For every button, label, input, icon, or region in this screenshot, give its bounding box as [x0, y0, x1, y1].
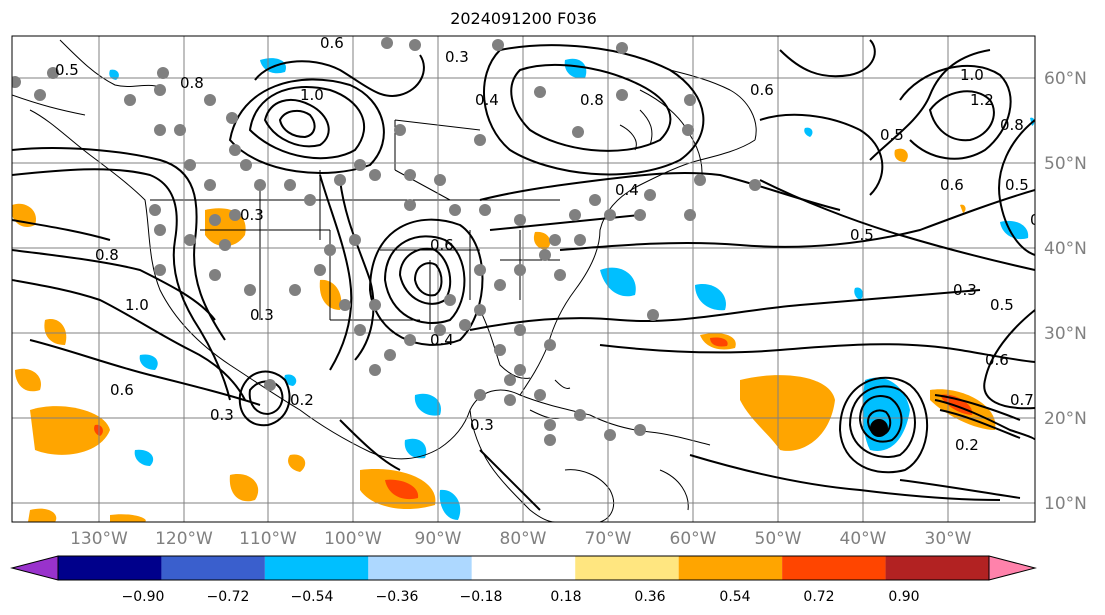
storm-center-marker: [870, 419, 888, 437]
colorbar-tick-labels: −0.90 −0.72 −0.54 −0.36 −0.18 0.18 0.36 …: [122, 589, 920, 605]
colorbar-segment: [58, 556, 162, 580]
lon-label-100w: 100°W: [324, 529, 382, 549]
colorbar-segment: [368, 556, 472, 580]
plot-title: 2024091200 F036: [450, 9, 597, 28]
lon-label-50w: 50°W: [755, 529, 802, 549]
contour-label: 0.3: [240, 206, 264, 224]
contour-label: 0.6: [110, 381, 134, 399]
latitude-labels: 60°N 50°N 40°N 30°N 20°N 10°N: [1044, 69, 1087, 514]
contour-label: 0.4: [475, 91, 499, 109]
contour-label: 0.4: [615, 181, 639, 199]
contour-label: 0.4: [430, 331, 454, 349]
contour-label: 0.3: [470, 416, 494, 434]
lon-label-80w: 80°W: [500, 529, 547, 549]
contour-label: 0.6: [985, 351, 1009, 369]
lat-label-30n: 30°N: [1044, 324, 1087, 344]
colorbar-segment: [885, 556, 989, 580]
lat-label-50n: 50°N: [1044, 154, 1087, 174]
lat-lon-grid: [12, 36, 1035, 522]
contour-label: 0.8: [580, 91, 604, 109]
lon-label-30w: 30°W: [925, 529, 972, 549]
contour-labels: 0.6 0.3 0.5 0.8 1.0 0.4 0.3 0.8 0.6 0.8 …: [55, 34, 1054, 454]
colorbar-tick-label: −0.72: [207, 589, 250, 605]
contour-label: 0.5: [55, 61, 79, 79]
contour-label: 1.0: [300, 86, 324, 104]
contour-label: 0.6: [750, 81, 774, 99]
observation-dots: [12, 37, 761, 446]
lat-label-40n: 40°N: [1044, 239, 1087, 259]
lon-label-130w: 130°W: [70, 529, 128, 549]
colorbar: [10, 555, 1037, 581]
contour-label: 0.5: [1005, 176, 1029, 194]
longitude-labels: 130°W 120°W 110°W 100°W 90°W 80°W 70°W 6…: [70, 529, 972, 549]
colorbar-extend-high: [988, 555, 1037, 581]
contour-lines: [12, 39, 1035, 511]
colorbar-tick-label: 0.90: [888, 589, 919, 605]
colorbar-segment: [678, 556, 783, 580]
lon-label-60w: 60°W: [670, 529, 717, 549]
contour-label: 0.8: [95, 246, 119, 264]
lat-label-20n: 20°N: [1044, 409, 1087, 429]
colorbar-extend-low: [10, 555, 59, 581]
contour-label: 0.5: [850, 226, 874, 244]
colorbar-segment: [161, 556, 265, 580]
contour-label: 0.2: [955, 436, 979, 454]
contour-label: 1.2: [970, 91, 994, 109]
colorbar-tick-label: 0.18: [550, 589, 581, 605]
colorbar-frame: [57, 555, 990, 581]
lon-label-40w: 40°W: [840, 529, 887, 549]
colorbar-segment: [264, 556, 369, 580]
contour-label: 0.3: [210, 406, 234, 424]
colorbar-tick-label: 0.54: [719, 589, 750, 605]
contour-label: 0.3: [250, 306, 274, 324]
colorbar-tick-label: −0.54: [291, 589, 334, 605]
contour-label: 0.3: [445, 48, 469, 66]
colorbar-segment: [471, 556, 576, 580]
lat-label-60n: 60°N: [1044, 69, 1087, 89]
colorbar-tick-label: −0.90: [122, 589, 165, 605]
contour-label: 0.5: [990, 296, 1014, 314]
contour-label: 1.0: [960, 66, 984, 84]
lon-label-70w: 70°W: [585, 529, 632, 549]
contour-label: 0.8: [180, 74, 204, 92]
map-frame: [11, 35, 1036, 523]
colorbar-segment: [575, 556, 679, 580]
contour-label: 0.5: [880, 126, 904, 144]
lon-label-90w: 90°W: [415, 529, 462, 549]
colorbar-tick-label: −0.18: [460, 589, 503, 605]
map-content: 0.6 0.3 0.5 0.8 1.0 0.4 0.3 0.8 0.6 0.8 …: [12, 34, 1054, 522]
colorbar-segment: [782, 556, 886, 580]
lon-label-110w: 110°W: [239, 529, 297, 549]
contour-label: 1.0: [125, 296, 149, 314]
contour-label: 0.6: [430, 236, 454, 254]
colorbar-tick-label: 0.36: [634, 589, 665, 605]
colorbar-tick-label: 0.72: [803, 589, 834, 605]
lat-label-10n: 10°N: [1044, 494, 1087, 514]
contour-label: 0.8: [1000, 116, 1024, 134]
contour-label: 0.6: [940, 176, 964, 194]
lon-label-120w: 120°W: [155, 529, 213, 549]
contour-label: 0.7: [1010, 391, 1034, 409]
contour-label: 0.2: [290, 391, 314, 409]
contour-label: 0.6: [320, 34, 344, 52]
contour-label: 0.8: [1030, 211, 1054, 229]
colorbar-tick-label: −0.36: [376, 589, 419, 605]
contour-label: 0.3: [953, 281, 977, 299]
